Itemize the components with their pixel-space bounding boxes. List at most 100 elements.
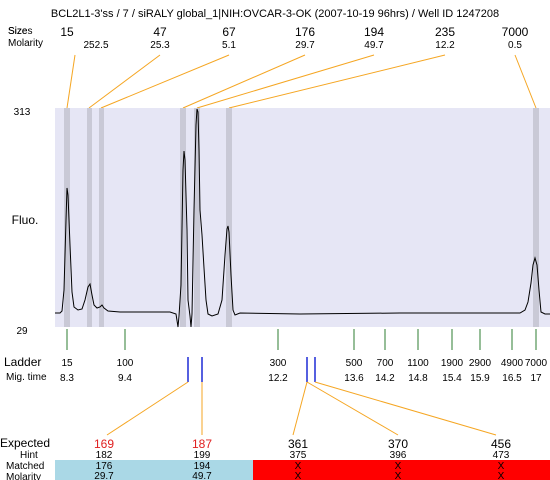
ladder-bp: 1900 — [441, 358, 464, 369]
ladder-bp: 15 — [61, 358, 73, 369]
peak-band — [180, 108, 186, 327]
ladder-time: 8.3 — [60, 373, 74, 384]
hint-value: 375 — [290, 450, 307, 461]
matched-molarity: X — [498, 471, 505, 480]
matched-bar — [55, 460, 253, 480]
ladder-time: 15.4 — [442, 373, 462, 384]
hint-value: 396 — [390, 450, 407, 461]
ladder-time-row: 8.3 9.4 12.2 13.6 14.2 14.8 15.4 15.9 16… — [60, 373, 542, 384]
hint-value: 182 — [96, 450, 113, 461]
ladder-time: 16.5 — [502, 373, 522, 384]
ladder-time: 9.4 — [118, 373, 132, 384]
hint-row: 182 199 375 396 473 — [96, 450, 510, 461]
peak-band — [226, 108, 232, 327]
connector-line — [314, 381, 497, 436]
matched-molarity: 29.7 — [94, 471, 114, 480]
matched-molarity: X — [295, 471, 302, 480]
ladder-bp-row: 15 100 300 500 700 1100 1900 2900 4900 7… — [61, 358, 547, 369]
expected-label: Expected — [0, 436, 50, 450]
peak-size: 176 — [295, 25, 315, 39]
peak-molarity: 252.5 — [83, 40, 108, 51]
connector-line — [514, 54, 537, 109]
connector-line — [66, 54, 76, 109]
matched-molarity: X — [395, 471, 402, 480]
ladder-bp: 300 — [270, 358, 287, 369]
hint-label: Hint — [20, 450, 38, 461]
connector-line — [292, 381, 308, 436]
ladder-bp: 1100 — [407, 358, 429, 369]
peak-size: 47 — [153, 25, 167, 39]
peak-molarity: 25.3 — [150, 40, 170, 51]
expected-value: 187 — [192, 437, 212, 451]
peak-size: 194 — [364, 25, 384, 39]
peak-band — [194, 108, 200, 327]
matched-value: X — [498, 461, 505, 472]
mig-time-label: Mig. time — [6, 372, 47, 383]
plot-area — [55, 108, 550, 327]
ladder-time: 12.2 — [268, 373, 288, 384]
ladder-time: 13.6 — [344, 373, 364, 384]
expected-value: 169 — [94, 437, 114, 451]
connector-line — [306, 381, 399, 436]
peak-bands — [64, 108, 539, 327]
ladder-ticks — [66, 329, 537, 350]
ladder-bp: 500 — [346, 358, 363, 369]
molarity-bottom-label: Molarity — [6, 472, 41, 480]
matched-value: 176 — [96, 461, 113, 472]
matched-value: X — [295, 461, 302, 472]
expected-row-unmatched: 361 370 456 — [288, 437, 511, 451]
peak-band — [64, 108, 70, 327]
peak-size: 15 — [60, 25, 74, 39]
ladder-label: Ladder — [4, 355, 41, 369]
matched-label: Matched — [6, 461, 44, 472]
peak-molarity: 5.1 — [222, 40, 236, 51]
ladder-time: 17 — [530, 373, 542, 384]
expected-row: 169 187 — [94, 437, 212, 451]
expected-value: 361 — [288, 437, 308, 451]
peak-molarity: 12.2 — [435, 40, 455, 51]
peak-molarity: 0.5 — [508, 40, 522, 51]
sizes-label: Sizes — [8, 26, 32, 37]
peak-size: 67 — [222, 25, 236, 39]
expected-value: 456 — [491, 437, 511, 451]
y-min-label: 29 — [16, 326, 28, 337]
expected-connectors — [106, 381, 497, 436]
unmatched-bar — [253, 460, 550, 480]
ladder-time: 15.9 — [470, 373, 490, 384]
matched-value: X — [395, 461, 402, 472]
y-max-label: 313 — [14, 107, 31, 118]
ladder-bp: 7000 — [525, 358, 548, 369]
connector-line — [182, 54, 306, 109]
peak-size-row: 15 47 67 176 194 235 7000 — [60, 25, 528, 39]
ladder-bp: 2900 — [469, 358, 492, 369]
peak-band — [87, 108, 92, 327]
matched-row: 176 194 X X X — [96, 461, 505, 472]
ladder-bp: 700 — [377, 358, 394, 369]
ladder-time: 14.8 — [408, 373, 428, 384]
connector-line — [228, 54, 446, 109]
peak-size: 235 — [435, 25, 455, 39]
matched-molarity-row: 29.7 49.7 X X X — [94, 471, 504, 480]
connector-line — [88, 54, 161, 109]
matched-value: 194 — [194, 461, 211, 472]
size-label: Size — [8, 26, 28, 37]
peak-molarity: 29.7 — [295, 40, 315, 51]
hint-value: 199 — [194, 450, 211, 461]
page-title: BCL2L1-3'ss / 7 / siRALY global_1|NIH:OV… — [51, 8, 499, 20]
peak-size: 7000 — [502, 25, 529, 39]
peak-connectors — [66, 54, 537, 109]
ladder-bp: 100 — [117, 358, 134, 369]
sample-ticks — [187, 357, 316, 382]
ladder-bp: 4900 — [501, 358, 524, 369]
fluorescence-trace — [55, 108, 550, 328]
ladder-time: 14.2 — [375, 373, 395, 384]
hint-value: 473 — [493, 450, 510, 461]
connector-line — [196, 54, 375, 109]
expected-value: 370 — [388, 437, 408, 451]
peak-molarity: 49.7 — [364, 40, 384, 51]
molarity-label: Molarity — [8, 38, 43, 49]
peak-band — [533, 108, 539, 327]
matched-molarity: 49.7 — [192, 471, 212, 480]
peak-molarity-row: 252.5 25.3 5.1 29.7 49.7 12.2 0.5 — [83, 40, 522, 51]
